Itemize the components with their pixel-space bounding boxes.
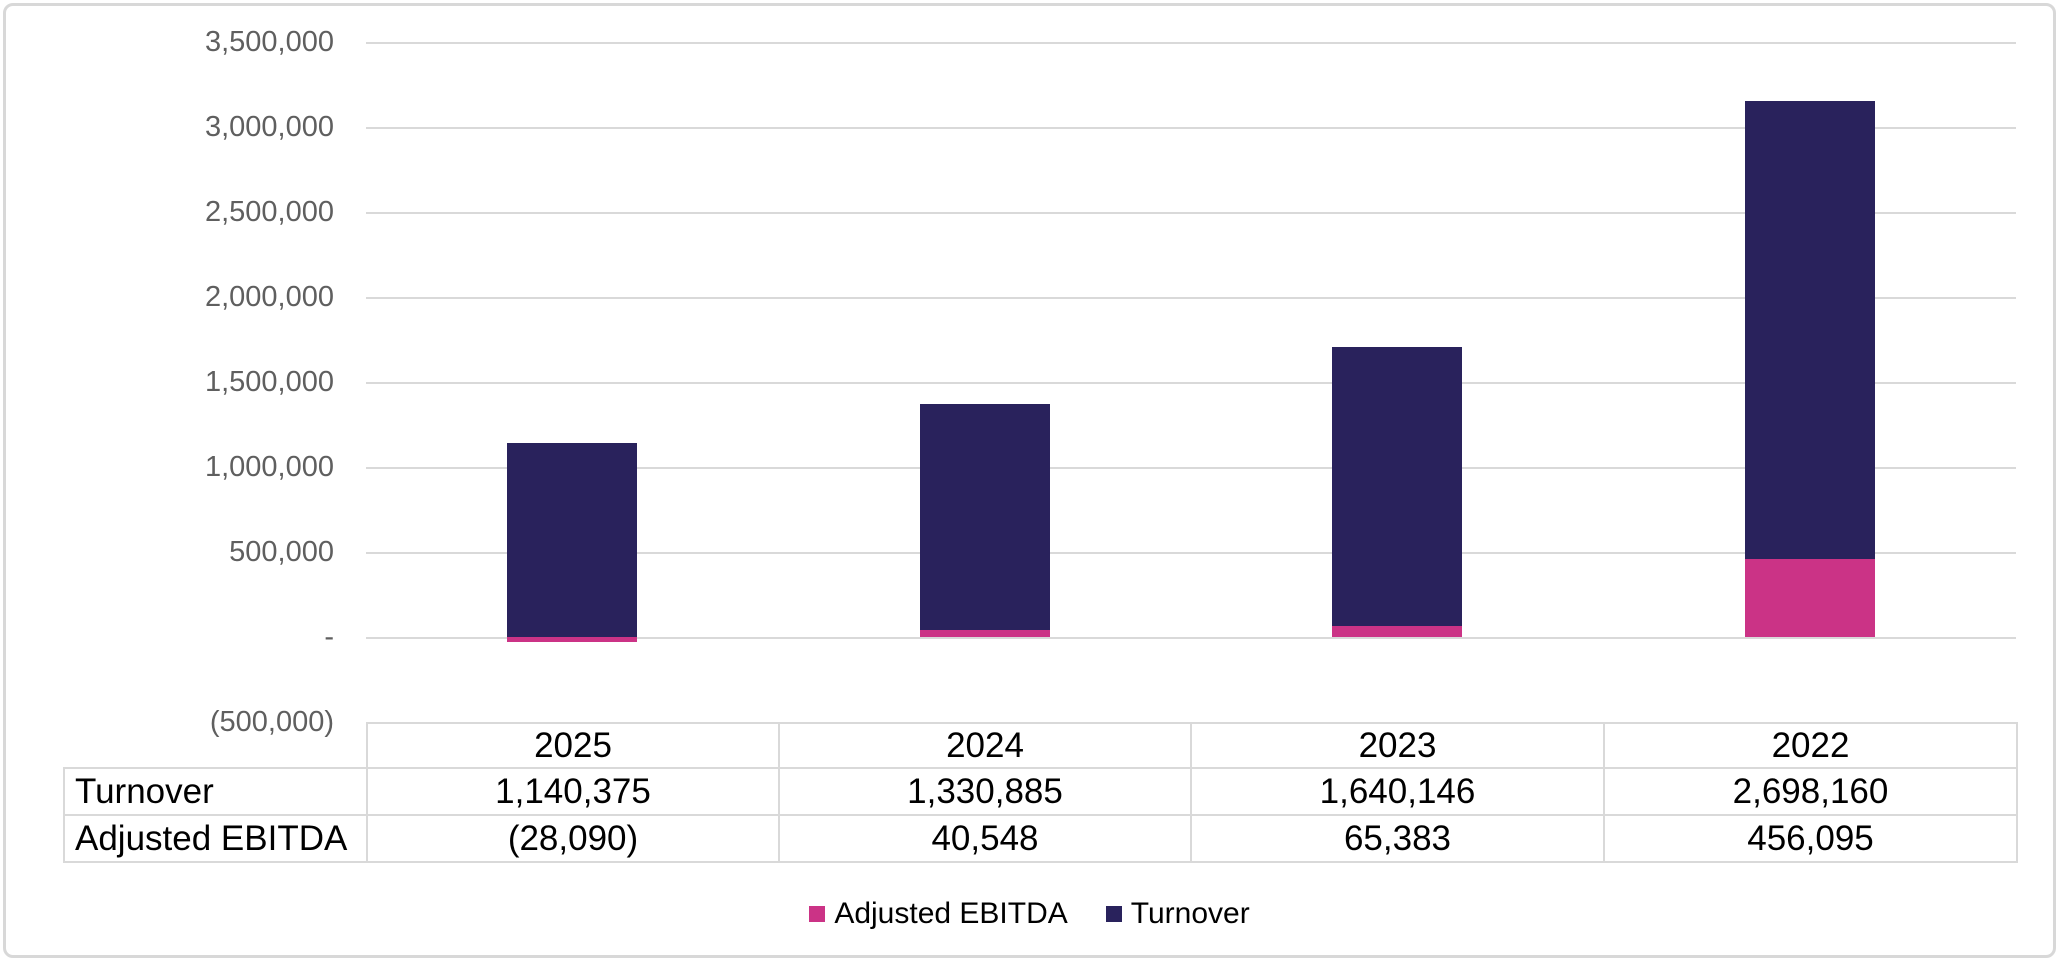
data-table: 2025 2024 2023 2022 Turnover 1,140,375 1… xyxy=(63,722,2018,863)
ebitda-value-2025: (28,090) xyxy=(366,814,780,863)
table-header-row: 2025 2024 2023 2022 xyxy=(64,722,2018,769)
gridline xyxy=(366,552,2016,554)
year-header-2023: 2023 xyxy=(1190,722,1605,769)
legend-label-adjusted-ebitda: Adjusted EBITDA xyxy=(834,897,1068,930)
legend-swatch-turnover-icon xyxy=(1105,906,1122,922)
turnover-value-2025: 1,140,375 xyxy=(366,767,780,816)
y-axis-tick-label: - xyxy=(324,621,334,653)
year-header-2024: 2024 xyxy=(778,722,1192,769)
y-axis-tick-label: 3,500,000 xyxy=(204,26,334,58)
y-axis-tick-label: (500,000) xyxy=(209,706,334,738)
row-label-turnover: Turnover xyxy=(63,767,368,816)
legend-swatch-adjusted-ebitda-icon xyxy=(809,906,826,922)
turnover-value-2022: 2,698,160 xyxy=(1603,767,2018,816)
bar-segment-adjusted-ebitda-2024 xyxy=(920,630,1050,637)
bar-segment-adjusted-ebitda-2025 xyxy=(507,637,637,642)
row-label-adjusted-ebitda: Adjusted EBITDA xyxy=(63,814,368,863)
ebitda-value-2024: 40,548 xyxy=(778,814,1192,863)
bar-segment-turnover-2024 xyxy=(920,403,1050,631)
table-row-turnover: Turnover 1,140,375 1,330,885 1,640,146 2… xyxy=(63,767,2018,816)
table-corner-cell xyxy=(64,723,367,768)
gridline xyxy=(366,127,2016,129)
gridline xyxy=(366,212,2016,214)
turnover-value-2023: 1,640,146 xyxy=(1190,767,1605,816)
bar-segment-turnover-2023 xyxy=(1332,347,1462,626)
bar-segment-adjusted-ebitda-2023 xyxy=(1332,625,1462,637)
y-axis-tick-label: 1,000,000 xyxy=(204,451,334,483)
bar-segment-turnover-2022 xyxy=(1745,100,1875,560)
legend-label-turnover: Turnover xyxy=(1130,897,1250,930)
y-axis-tick-label: 1,500,000 xyxy=(204,366,334,398)
y-axis-tick-label: 500,000 xyxy=(229,536,334,568)
gridline xyxy=(366,467,2016,469)
chart-page: 3,500,000 3,000,000 2,500,000 2,000,000 1,50… xyxy=(3,3,2056,958)
table-row-adjusted-ebitda: Adjusted EBITDA (28,090) 40,548 65,383 4… xyxy=(63,814,2018,863)
year-header-2022: 2022 xyxy=(1603,722,2018,769)
gridline xyxy=(366,42,2016,44)
gridline xyxy=(366,637,2016,639)
bar-segment-adjusted-ebitda-2022 xyxy=(1745,559,1875,637)
legend-item-adjusted-ebitda: Adjusted EBITDA xyxy=(809,897,1068,931)
ebitda-value-2023: 65,383 xyxy=(1190,814,1605,863)
legend: Adjusted EBITDA Turnover xyxy=(6,894,2053,934)
plot-area: 3,500,000 3,000,000 2,500,000 2,000,000 1,50… xyxy=(6,6,2053,955)
gridline xyxy=(366,297,2016,299)
y-axis-tick-label: 3,000,000 xyxy=(204,111,334,143)
turnover-value-2024: 1,330,885 xyxy=(778,767,1192,816)
year-header-2025: 2025 xyxy=(366,722,780,769)
ebitda-value-2022: 456,095 xyxy=(1603,814,2018,863)
y-axis-tick-label: 2,000,000 xyxy=(204,281,334,313)
y-axis-tick-label: 2,500,000 xyxy=(204,196,334,228)
gridline xyxy=(366,382,2016,384)
bar-segment-turnover-2025 xyxy=(507,443,637,637)
legend-item-turnover: Turnover xyxy=(1105,897,1250,931)
